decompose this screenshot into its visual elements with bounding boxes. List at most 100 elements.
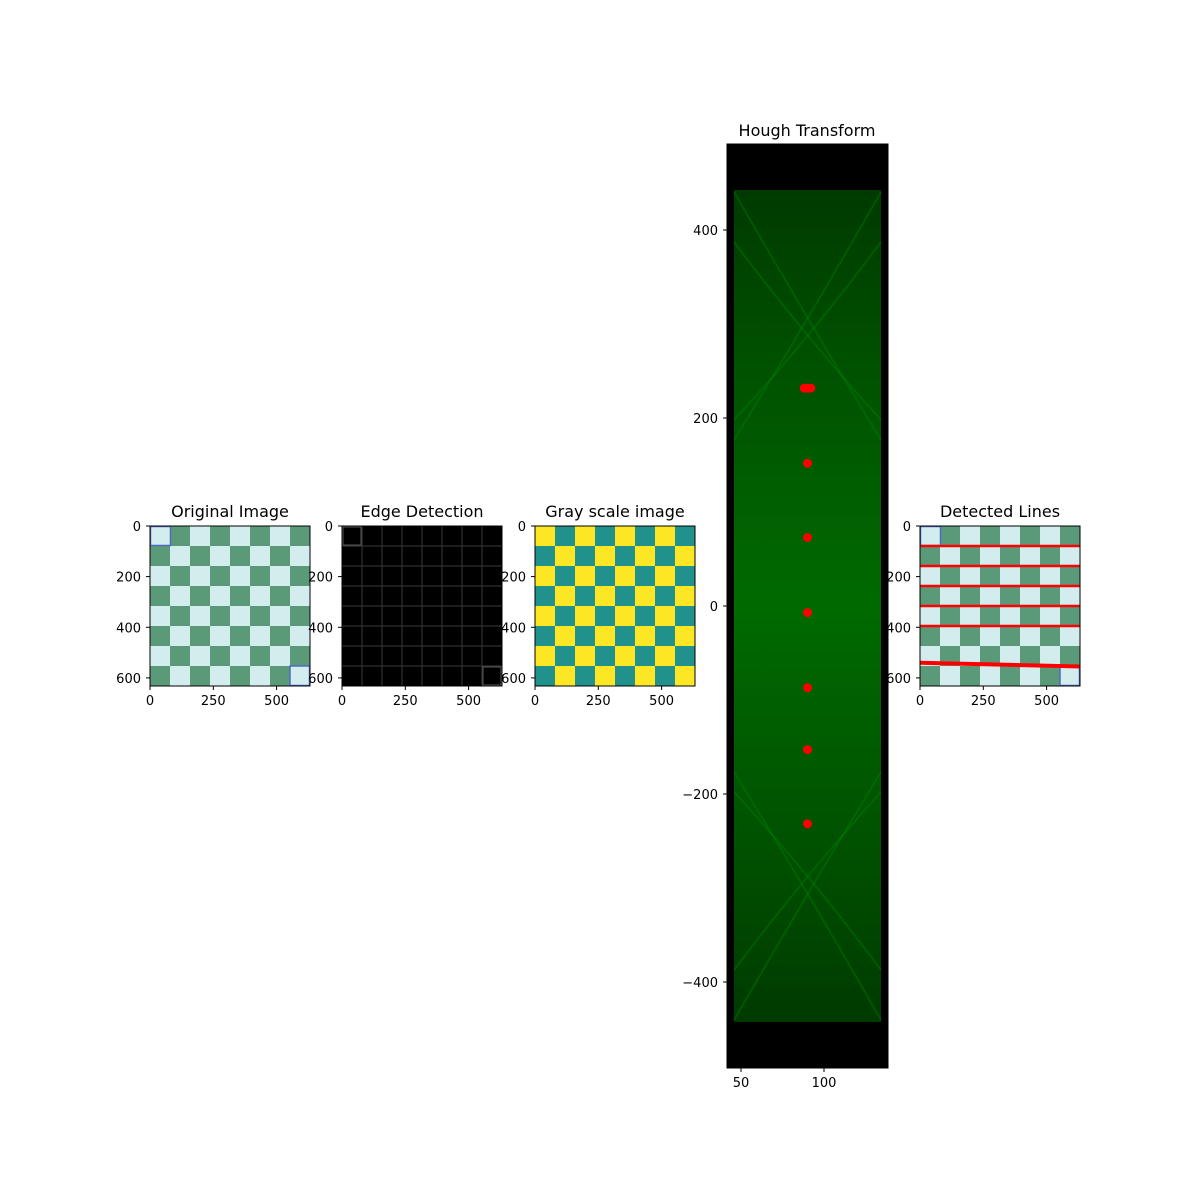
heatmap-cell (655, 646, 676, 667)
board-square (170, 626, 191, 647)
panel-hough-transform: Hough Transform 50 100 400 (682, 121, 889, 1091)
board-square (960, 546, 981, 567)
board-square (1040, 646, 1061, 667)
heatmap-cell (675, 546, 696, 567)
heatmap-cell (655, 666, 676, 687)
heatmap-cell (575, 646, 596, 667)
board-square (210, 526, 231, 547)
y-tick-label: 0 (133, 520, 141, 535)
board-square (1020, 586, 1041, 607)
heatmap-cell (635, 646, 656, 667)
board-square (1060, 526, 1081, 547)
hough-curve (733, 791, 882, 971)
board-square (230, 526, 251, 547)
board-square (980, 546, 1001, 567)
board-square (920, 526, 941, 547)
board-square (170, 666, 191, 687)
heatmap-cell (635, 666, 656, 687)
heatmap-cell (535, 526, 556, 547)
heatmap-cell (535, 566, 556, 587)
board-square (210, 666, 231, 687)
axes-frame (919, 525, 1081, 687)
heatmap-cell (615, 586, 636, 607)
hough-peak-point (806, 383, 816, 393)
board-square (250, 646, 271, 667)
hough-curve (733, 771, 882, 1021)
board-square (250, 626, 271, 647)
board-square (940, 646, 961, 667)
heatmap-cell (655, 626, 676, 647)
board-square (250, 606, 271, 627)
heatmap-cell (555, 646, 576, 667)
y-axis: 0 200 400 600 (501, 520, 535, 687)
board-square (250, 586, 271, 607)
y-tick-label: 400 (501, 621, 526, 636)
y-axis: 0 200 400 600 (886, 520, 920, 687)
x-tick-label: 0 (146, 694, 154, 709)
board-square (150, 626, 171, 647)
y-tick-label: −400 (682, 976, 718, 991)
board-square (230, 566, 251, 587)
board-square (290, 586, 311, 607)
y-tick-label: 600 (116, 672, 141, 687)
hough-curves (733, 191, 882, 1021)
board-square (270, 546, 291, 567)
board-square (170, 606, 191, 627)
heatmap-cell (675, 626, 696, 647)
board-square (1000, 666, 1021, 687)
heatmap-cell (635, 626, 656, 647)
panel-title: Hough Transform (739, 121, 876, 140)
panel-edge-detection: Edge Detection 0 250 500 0 200 400 600 (308, 502, 503, 709)
y-tick-label: 600 (308, 672, 333, 687)
x-axis: 0 250 500 (338, 686, 481, 709)
board-square (1060, 646, 1081, 667)
board-square (1040, 606, 1061, 627)
board-square (960, 566, 981, 587)
heatmap-cell (595, 606, 616, 627)
board-square (210, 566, 231, 587)
heatmap-cell (675, 646, 696, 667)
heatmap-cell (655, 566, 676, 587)
y-tick-label: 0 (325, 520, 333, 535)
board-square (1060, 566, 1081, 587)
x-axis: 50 100 (733, 1068, 836, 1091)
detected-lines (919, 544, 1081, 669)
hough-peak-point (803, 458, 812, 468)
x-axis: 0 250 500 (531, 686, 674, 709)
panel-title: Gray scale image (545, 502, 684, 521)
board-square (290, 526, 311, 547)
board-square (1020, 546, 1041, 567)
y-tick-label: 400 (116, 621, 141, 636)
y-axis: 400 200 0 −200 −400 (682, 224, 727, 991)
board-square (150, 526, 171, 547)
y-tick-label: 200 (501, 571, 526, 586)
board-square (230, 546, 251, 567)
board-square (190, 546, 211, 567)
heatmap-cell (615, 566, 636, 587)
board-square (170, 546, 191, 567)
board-square (270, 526, 291, 547)
y-tick-label: 400 (693, 224, 718, 239)
chessboard-image (149, 525, 311, 687)
x-tick-label: 0 (531, 694, 539, 709)
board-square (980, 606, 1001, 627)
board-square (940, 546, 961, 567)
board-square (190, 646, 211, 667)
board-square (940, 666, 961, 687)
y-tick-label: 200 (693, 412, 718, 427)
board-square (250, 566, 271, 587)
panel-detected-lines: Detected Lines 0 250 500 0 200 400 600 (886, 502, 1081, 709)
heatmap-cell (655, 606, 676, 627)
heatmap-cell (655, 586, 676, 607)
heatmap-cell (575, 666, 596, 687)
x-tick-label: 250 (201, 694, 226, 709)
board-square (1000, 626, 1021, 647)
heatmap-cell (595, 566, 616, 587)
board-square (1020, 626, 1041, 647)
heatmap-cell (655, 546, 676, 567)
board-square (250, 666, 271, 687)
board-square (1000, 566, 1021, 587)
board-square (270, 666, 291, 687)
heatmap-cell (555, 626, 576, 647)
board-square (290, 646, 311, 667)
